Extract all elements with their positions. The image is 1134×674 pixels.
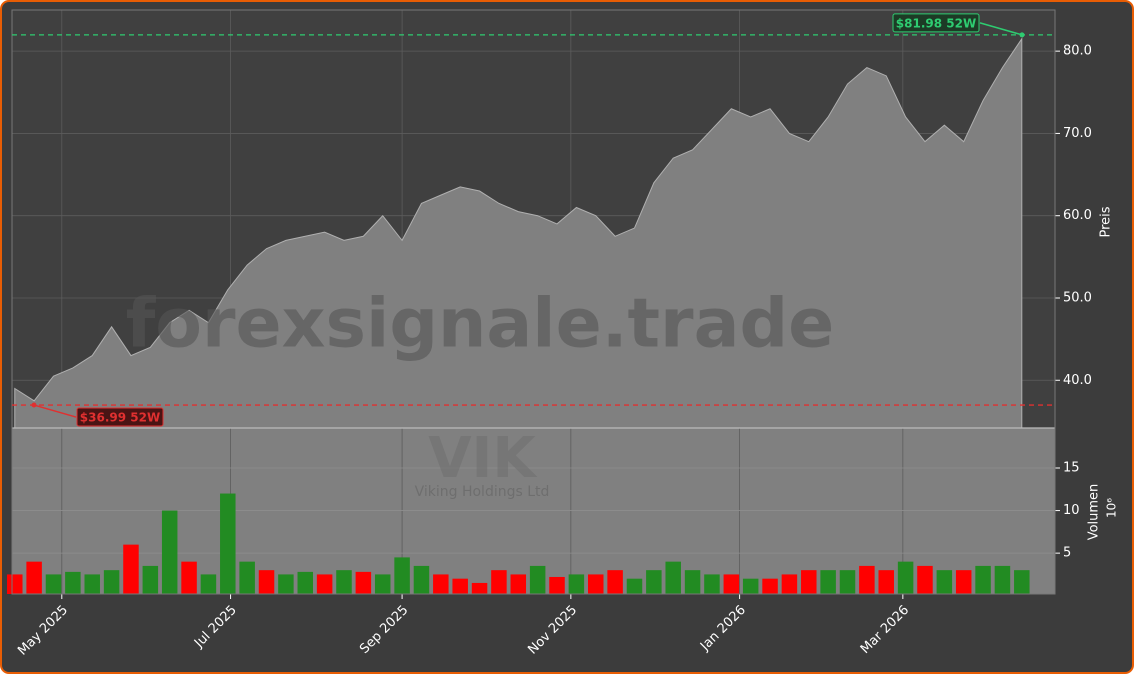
volume-bar (510, 574, 527, 594)
volume-bar (568, 574, 585, 594)
volume-bar (529, 565, 546, 594)
volume-bar (626, 578, 643, 594)
volume-bar (917, 565, 933, 594)
volume-bar (588, 574, 604, 594)
volume-bar (665, 561, 681, 594)
volume-bar (65, 571, 81, 594)
volume-bar (413, 565, 430, 594)
arrow-head (1019, 32, 1025, 38)
volume-bar (239, 561, 255, 594)
volume-bar (723, 574, 740, 594)
volume-bar (801, 570, 817, 594)
volume-bar (859, 565, 875, 594)
volume-bar (684, 570, 701, 594)
y-tick-label: 70.0 (1063, 126, 1092, 141)
y2-tick-label: 10 (1063, 503, 1080, 518)
watermark: forexsignale.trade (126, 285, 835, 364)
volume-bar (994, 565, 1011, 594)
y2-tick-label: 15 (1063, 461, 1080, 476)
volume-bar (278, 574, 294, 594)
annotation-label: $36.99 52W (80, 411, 160, 425)
volume-bar (394, 557, 410, 594)
y2-offset-label: 10⁶ (1105, 498, 1119, 518)
volume-bar (103, 570, 120, 594)
arrow-head (31, 402, 37, 408)
volume-bar (491, 570, 507, 594)
volume-bar (742, 578, 759, 594)
annotation-box (892, 13, 980, 33)
annotation-box (76, 407, 164, 427)
volume-bar (45, 574, 62, 594)
volume-bar (646, 570, 662, 594)
company-watermark: Viking Holdings Ltd (415, 484, 550, 500)
y2-axis-label: Volumen (1087, 484, 1102, 541)
volume-bar (200, 574, 217, 594)
volume-bar (704, 574, 720, 594)
volume-bar (355, 571, 372, 594)
y-axis-label: Preis (1099, 206, 1114, 237)
volume-bar (781, 574, 798, 594)
volume-bar (607, 570, 623, 594)
volume-bar (897, 561, 914, 594)
annotation-label: $81.98 52W (896, 16, 976, 30)
volume-bar (374, 574, 391, 594)
y-tick-label: 80.0 (1063, 44, 1092, 59)
ticker-watermark: VIK (428, 426, 538, 491)
volume-bar (220, 493, 236, 594)
volume-bar (471, 582, 488, 594)
volume-bar (433, 574, 449, 594)
volume-bar (936, 570, 953, 594)
plot-frame (11, 9, 1056, 595)
y-tick-label: 60.0 (1063, 208, 1092, 223)
volume-bar (878, 570, 894, 594)
volume-bar (123, 544, 139, 594)
volume-bar (7, 574, 23, 594)
volume-bar (316, 574, 333, 594)
volume-bar (1014, 570, 1030, 594)
volume-bar (762, 578, 778, 594)
y2-tick-label: 5 (1063, 546, 1071, 561)
volume-bar (452, 578, 468, 594)
annotation-arrow (979, 22, 1023, 36)
volume-bar (336, 570, 352, 594)
volume-bar (297, 571, 314, 594)
volume-bar (820, 570, 836, 594)
volume-bar (839, 570, 856, 594)
volume-bar (258, 570, 275, 594)
annotation-arrow (33, 404, 77, 418)
volume-bar (26, 561, 42, 594)
volume-bar (142, 565, 159, 594)
volume-bar (161, 510, 178, 594)
y-tick-label: 50.0 (1063, 290, 1092, 305)
volume-bar (181, 561, 197, 594)
y-tick-label: 40.0 (1063, 373, 1092, 388)
volume-bar (549, 576, 565, 594)
volume-bar (975, 565, 991, 594)
price-area (14, 37, 1023, 429)
volume-bar (84, 574, 100, 594)
volume-bar (955, 570, 972, 594)
